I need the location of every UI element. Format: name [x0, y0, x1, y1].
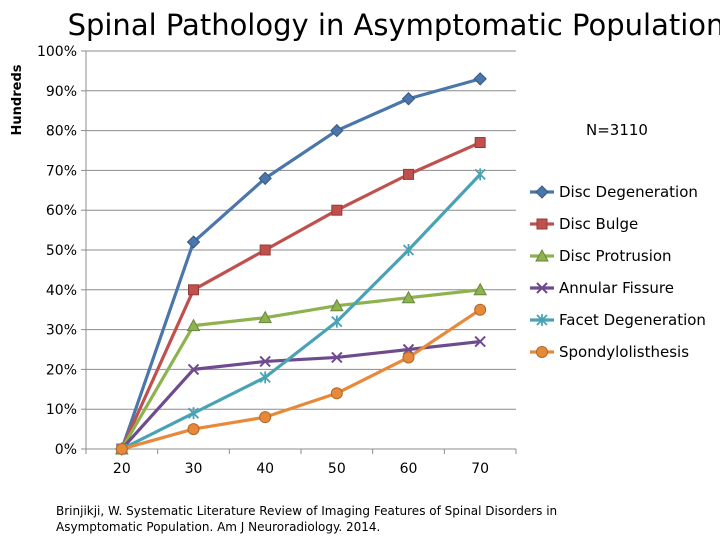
x-tick-label: 40 [256, 461, 274, 477]
y-tick-label: 90% [46, 84, 77, 100]
data-point-spondylolisthesis [187, 423, 200, 436]
legend-item-disc-protrusion: Disc Protrusion [530, 247, 672, 265]
data-point-disc-degeneration [401, 92, 416, 106]
data-point-spondylolisthesis [474, 303, 487, 316]
legend-swatch-marker [536, 314, 548, 326]
data-point-disc-degeneration [473, 72, 487, 86]
series-disc-degeneration [115, 72, 487, 456]
data-point-disc-degeneration [258, 171, 272, 186]
legend-item-spondylolisthesis: Spondylolisthesis [530, 343, 689, 361]
data-point-facet-degeneration [402, 244, 415, 256]
data-point-disc-bulge [403, 168, 414, 180]
y-tick-labels: 0% 10% 20% 30% 40% 50% 60% 70% 80% 90% 100% [37, 44, 77, 458]
legend-swatch-marker [536, 218, 548, 230]
x-tick-labels: 20 30 40 50 60 70 [113, 461, 489, 477]
data-point-facet-degeneration [331, 315, 343, 328]
y-tick-label: 10% [46, 402, 77, 418]
legend-label: Spondylolisthesis [559, 343, 689, 361]
y-tick-label: 70% [46, 163, 77, 179]
data-point-facet-degeneration [474, 168, 486, 181]
y-tick-label: 0% [55, 442, 77, 458]
x-tick-label: 20 [113, 461, 131, 477]
y-tick-label: 100% [37, 44, 77, 60]
x-tick-label: 30 [185, 461, 203, 477]
series-line-disc-degeneration [120, 77, 481, 450]
legend-label: Disc Protrusion [559, 247, 672, 265]
legend: Disc Degeneration Disc Bulge Disc Protrusi… [530, 183, 706, 361]
legend-label: Annular Fissure [559, 279, 674, 297]
y-tick-label: 60% [46, 203, 77, 219]
series-line-spondylolisthesis [121, 308, 482, 451]
data-point-disc-bulge [331, 204, 343, 216]
chart-title: Spinal Pathology in Asymptomatic Populat… [68, 8, 720, 42]
data-point-disc-protrusion [258, 310, 273, 324]
data-point-disc-bulge [188, 284, 199, 296]
legend-swatch-marker [535, 185, 549, 199]
data-point-disc-bulge [474, 137, 486, 149]
sample-size-note: N=3110 [586, 121, 648, 139]
y-axis-label: Hundreds [10, 64, 25, 135]
y-tick-label: 20% [46, 362, 77, 378]
data-point-disc-protrusion [329, 298, 344, 312]
legend-item-facet-degeneration: Facet Degeneration [530, 311, 706, 329]
data-point-spondylolisthesis [259, 411, 272, 424]
data-point-disc-protrusion [401, 290, 416, 304]
series-line-disc-bulge [120, 141, 481, 450]
gridlines [81, 50, 516, 450]
series-group [114, 72, 488, 456]
legend-label: Disc Bulge [559, 215, 638, 233]
axes [85, 51, 517, 454]
data-point-disc-degeneration [186, 235, 201, 249]
data-point-disc-degeneration [330, 123, 344, 138]
y-tick-label: 80% [46, 124, 77, 140]
citation-line-1: Brinjikji, W. Systematic Literature Revi… [56, 504, 557, 518]
legend-swatch-marker [536, 282, 548, 294]
x-tick-label: 70 [471, 461, 489, 477]
data-point-disc-bulge [259, 244, 271, 256]
data-point-spondylolisthesis [330, 387, 343, 400]
data-point-spondylolisthesis [402, 351, 415, 364]
legend-item-disc-bulge: Disc Bulge [530, 215, 638, 233]
legend-item-disc-degeneration: Disc Degeneration [530, 183, 698, 201]
series-line-facet-degeneration [121, 173, 482, 451]
data-point-spondylolisthesis [115, 443, 128, 455]
data-point-facet-degeneration [259, 371, 271, 384]
y-tick-label: 40% [46, 283, 77, 299]
data-point-disc-protrusion [473, 282, 488, 296]
x-tick-label: 60 [400, 461, 418, 477]
data-point-annular-fissure [187, 363, 200, 376]
y-tick-label: 50% [46, 243, 77, 259]
legend-label: Facet Degeneration [559, 311, 706, 329]
legend-swatch-marker [536, 346, 548, 358]
citation-line-2: Asymptomatic Population. Am J Neuroradio… [56, 520, 380, 534]
data-point-disc-protrusion [186, 318, 201, 332]
data-point-annular-fissure [259, 355, 271, 368]
series-spondylolisthesis [115, 303, 487, 455]
data-point-annular-fissure [474, 335, 486, 348]
data-point-annular-fissure [331, 351, 343, 364]
series-facet-degeneration [116, 168, 486, 455]
series-line-disc-protrusion [120, 288, 481, 450]
legend-label: Disc Degeneration [559, 183, 698, 201]
legend-item-annular-fissure: Annular Fissure [530, 279, 674, 297]
data-point-facet-degeneration [187, 407, 200, 420]
y-tick-label: 30% [46, 323, 77, 339]
legend-swatch-marker [535, 248, 549, 262]
x-tick-label: 50 [328, 461, 346, 477]
